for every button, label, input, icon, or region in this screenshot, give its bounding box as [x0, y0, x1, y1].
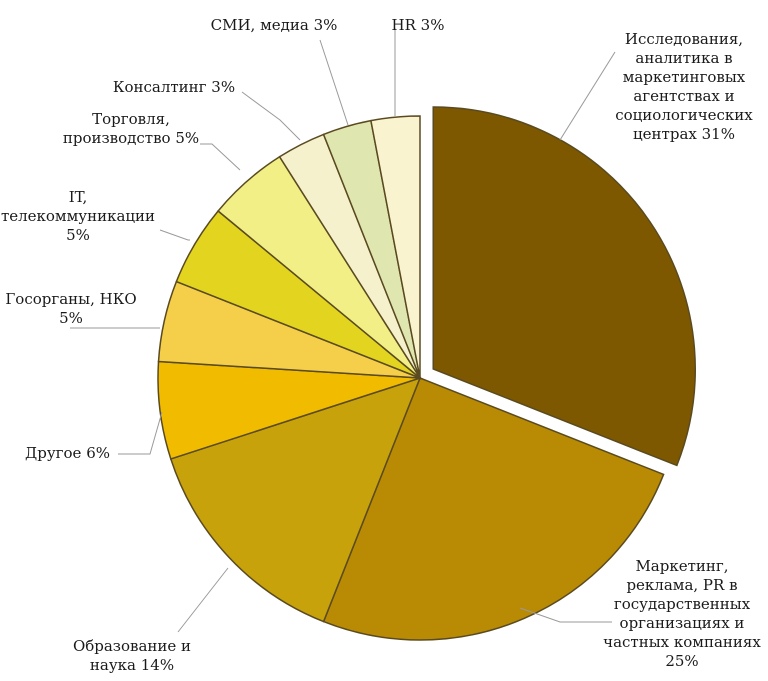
leader-line-research	[559, 51, 616, 141]
label-media: СМИ, медиа 3%	[210, 16, 338, 34]
pie-slice-research	[432, 106, 696, 467]
label-government: Госорганы, НКО 5%	[5, 290, 137, 327]
label-education: Образование и наука 14%	[72, 637, 192, 674]
leader-line-trade	[200, 143, 241, 171]
label-it: IT, телекоммуникации 5%	[0, 188, 156, 244]
leader-lines	[70, 28, 616, 633]
leader-line-marketing	[519, 607, 612, 623]
label-consulting: Консалтинг 3%	[112, 78, 236, 96]
leader-line-consulting	[241, 91, 301, 141]
label-research: Исследования, аналитика в маркетинговых …	[615, 30, 753, 143]
leader-line-education	[177, 567, 229, 633]
label-marketing: Маркетинг, реклама, PR в государственных…	[603, 557, 761, 670]
leader-line-media	[319, 39, 349, 126]
label-hr: HR 3%	[391, 16, 445, 34]
leader-line-it	[159, 229, 190, 241]
label-trade: Торговля, производство 5%	[62, 110, 200, 147]
pie-slices	[157, 106, 696, 641]
label-other: Другое 6%	[25, 444, 110, 462]
pie-slice-hr	[370, 115, 421, 379]
leader-line-other	[118, 411, 163, 455]
pie-slice-marketing	[322, 377, 665, 641]
